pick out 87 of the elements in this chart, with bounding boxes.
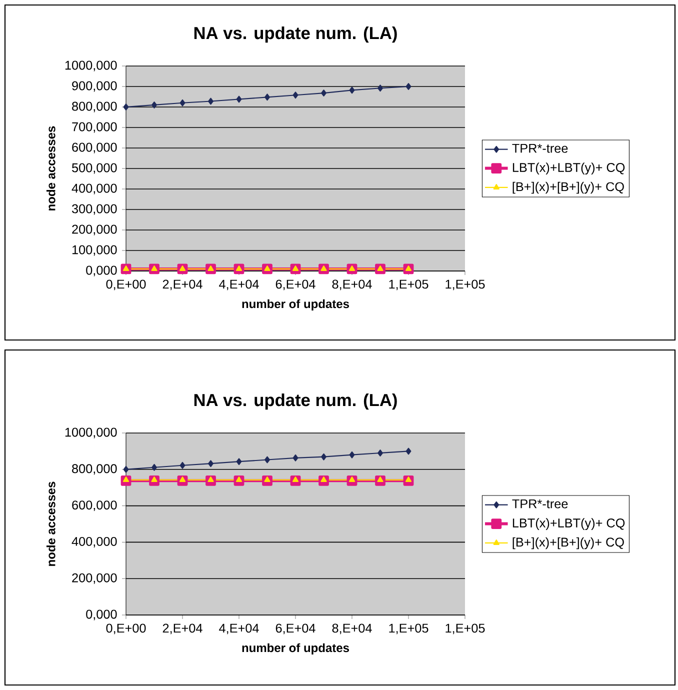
legend-label: LBT(x)+LBT(y)+ CQ [512,518,625,530]
y-tick-label: 800,000 [72,464,117,475]
point [377,476,384,482]
point [208,460,214,468]
legend-label: LBT(x)+LBT(y)+ CQ [512,162,625,174]
point [236,458,242,466]
y-axis-title: node accesses [46,482,56,566]
point [292,92,298,99]
y-tick-label: 300,000 [72,204,117,215]
y-tick-label: 1000,000 [65,60,117,72]
point [122,476,130,482]
x-tick-label: 4,E+04 [219,624,259,634]
point [292,476,299,482]
y-tick-label: 400,000 [72,536,117,548]
x-tick-label: 8,E+04 [332,280,372,290]
point [208,265,214,271]
point [236,476,242,482]
point [264,265,270,271]
point [236,265,242,271]
point [377,265,384,271]
point [378,84,383,92]
point [208,98,214,105]
y-tick-label: 600,000 [72,500,117,512]
y-tick-label: 200,000 [72,573,117,584]
y-tick-label: 500,000 [72,163,117,174]
y-tick-label: 100,000 [72,245,117,256]
x-tick-label: 2,E+04 [162,280,202,290]
y-tick-label: 1000,000 [65,428,117,438]
chart-title: NA vs. update num. (LA) [194,26,397,43]
point [405,476,412,482]
y-tick-label: 0,000 [86,610,117,620]
point [179,476,186,482]
point [180,99,186,106]
x-tick-label: 8,E+04 [332,624,372,634]
legend-label: [B+](x)+[B+](y)+ CQ [512,537,624,550]
point [180,462,186,469]
point [236,96,242,103]
point [264,476,270,482]
chart-title: NA vs. update num. (LA) [194,393,397,410]
legend-label: TPR*-tree [512,499,568,508]
y-tick-label: 700,000 [72,122,117,133]
point [179,265,186,271]
point [321,90,326,97]
point [348,476,356,482]
x-tick-label: 2,E+04 [162,624,202,634]
point [123,104,129,110]
point [152,101,157,108]
x-tick-label: 6,E+04 [276,624,316,634]
y-tick-label: 0,000 [86,266,117,276]
point [151,265,158,271]
point [292,265,299,271]
x-tick-label: 1,E+05 [389,624,428,634]
point [152,464,157,471]
point [264,94,270,101]
y-tick-label: 400,000 [72,184,117,194]
point [349,86,355,94]
x-axis-title: number of updates [242,299,350,311]
point [321,453,326,460]
point [122,265,130,271]
x-tick-label: 1,E+05 [446,280,485,290]
point [320,476,327,482]
point [349,451,355,458]
x-tick-label: 1,E+05 [446,624,485,634]
point [208,476,214,482]
y-axis-title: node accesses [46,126,56,210]
y-tick-label: 800,000 [72,102,117,112]
point [348,265,356,271]
point [292,454,298,462]
x-tick-label: 1,E+05 [389,280,428,290]
x-axis-title: number of updates [242,643,350,655]
point [406,448,412,455]
point [123,466,129,473]
x-tick-label: 0,E+00 [106,624,146,634]
y-tick-label: 900,000 [72,81,117,92]
point [264,456,270,464]
point [151,476,158,482]
x-tick-label: 6,E+04 [276,280,316,290]
point [405,265,412,271]
x-tick-label: 4,E+04 [219,280,259,290]
y-tick-label: 200,000 [72,224,117,236]
point [320,265,327,271]
point [406,83,412,90]
x-tick-label: 0,E+00 [106,280,146,290]
legend-label: TPR*-tree [512,144,568,153]
legend-label: [B+](x)+[B+](y)+ CQ [512,182,624,194]
point [378,450,383,456]
y-tick-label: 600,000 [72,142,117,154]
